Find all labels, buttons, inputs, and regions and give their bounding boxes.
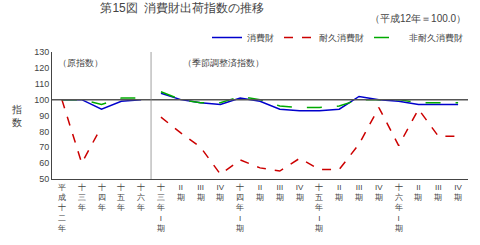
svg-text:III期: III期 <box>197 183 205 202</box>
svg-text:120: 120 <box>34 63 49 73</box>
svg-text:II期: II期 <box>335 183 343 202</box>
svg-text:消費財: 消費財 <box>247 33 274 43</box>
svg-text:十三年I期: 十三年I期 <box>157 183 165 234</box>
svg-text:II期: II期 <box>414 183 422 202</box>
svg-text:II期: II期 <box>256 183 264 202</box>
svg-text:十五年: 十五年 <box>117 183 125 213</box>
svg-text:十三年: 十三年 <box>78 183 86 213</box>
svg-text:第15図 消費財出荷指数の推移: 第15図 消費財出荷指数の推移 <box>100 1 264 15</box>
svg-text:130: 130 <box>34 47 49 57</box>
svg-text:（平成12年＝100.0）: （平成12年＝100.0） <box>370 13 466 24</box>
svg-text:十四年I期: 十四年I期 <box>236 183 244 234</box>
svg-text:80: 80 <box>39 127 49 137</box>
svg-text:（原指数）: （原指数） <box>58 58 103 68</box>
svg-text:（季節調整済指数）: （季節調整済指数） <box>183 58 264 68</box>
svg-text:平成十二年: 平成十二年 <box>58 183 66 234</box>
svg-text:IV期: IV期 <box>375 183 383 202</box>
svg-text:IV期: IV期 <box>216 183 224 202</box>
svg-text:III期: III期 <box>276 183 284 202</box>
svg-text:III期: III期 <box>434 183 442 202</box>
svg-text:耐久消費財: 耐久消費財 <box>319 33 364 43</box>
svg-text:III期: III期 <box>355 183 363 202</box>
svg-text:60: 60 <box>39 158 49 168</box>
svg-text:II期: II期 <box>177 183 185 202</box>
svg-text:IV期: IV期 <box>454 183 462 202</box>
svg-text:90: 90 <box>39 111 49 121</box>
svg-text:非耐久消費財: 非耐久消費財 <box>409 33 463 43</box>
svg-text:100: 100 <box>34 95 49 105</box>
svg-text:70: 70 <box>39 142 49 152</box>
svg-text:十四年: 十四年 <box>98 183 106 213</box>
svg-text:指数: 指数 <box>11 104 22 128</box>
svg-text:50: 50 <box>39 174 49 184</box>
svg-text:110: 110 <box>35 79 49 89</box>
svg-text:十六年: 十六年 <box>137 183 145 213</box>
svg-text:IV期: IV期 <box>296 183 304 202</box>
svg-text:十六年I期: 十六年I期 <box>395 183 403 234</box>
svg-text:十五年I期: 十五年I期 <box>315 183 323 234</box>
